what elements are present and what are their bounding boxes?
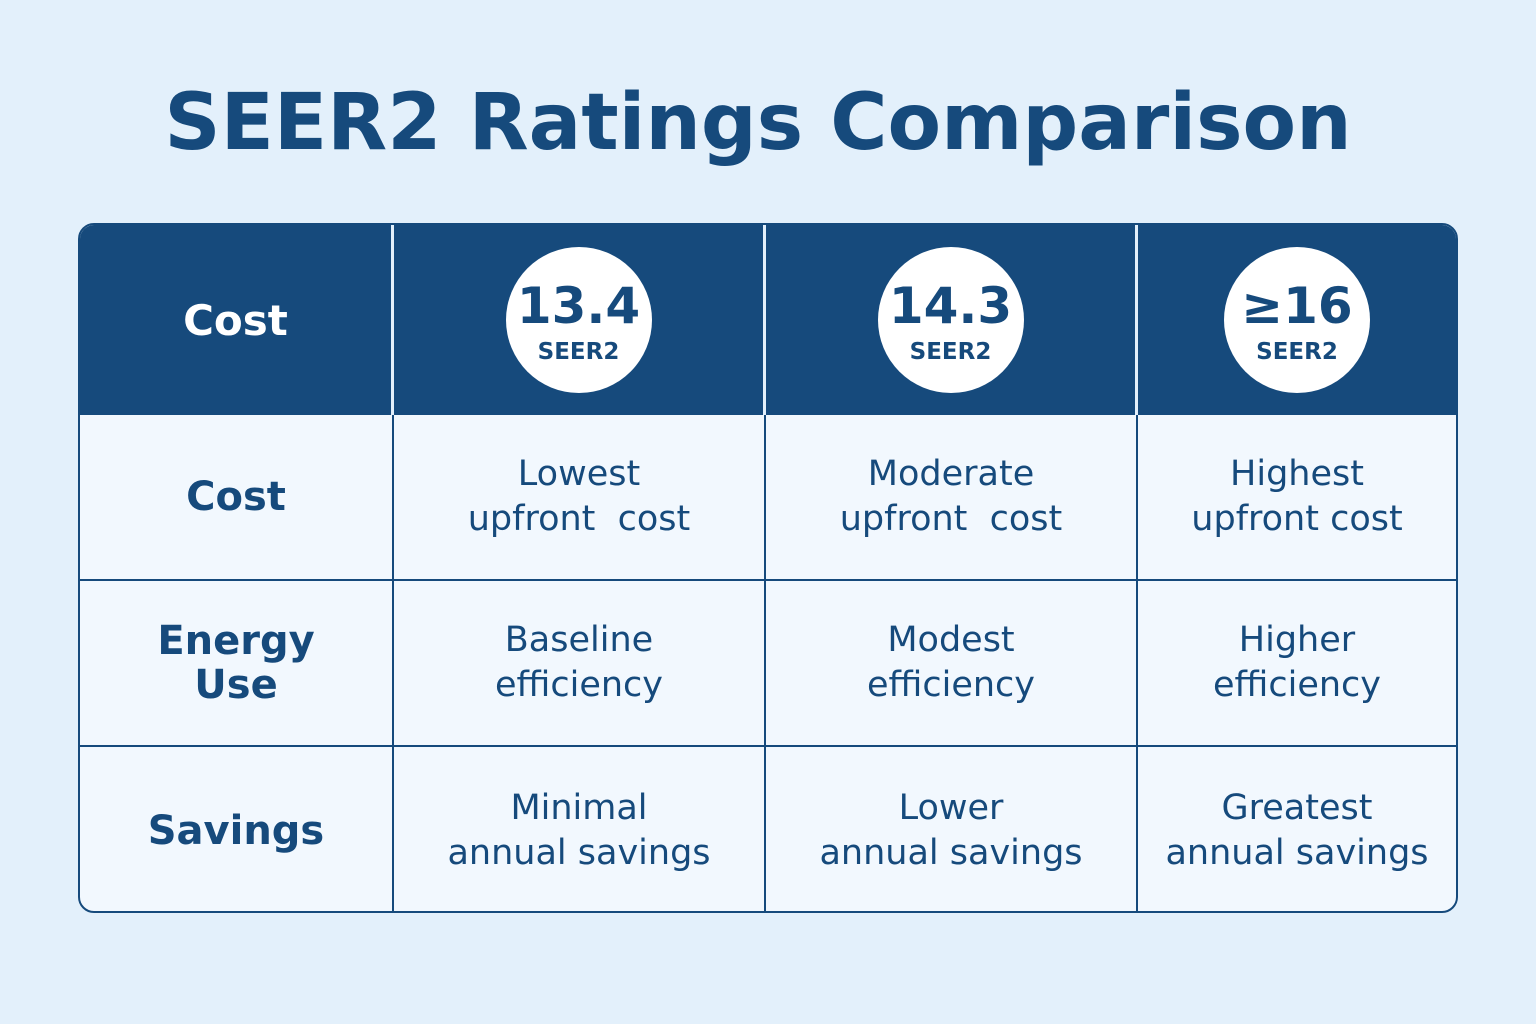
row-label-cell: Cost [80, 415, 394, 581]
rating-value: ≥16 [1241, 276, 1353, 335]
cell-line: Baseline [504, 619, 654, 660]
table-cell: Minimal annual savings [394, 747, 766, 911]
rating-badge: 14.3 SEER2 [877, 247, 1024, 393]
cell-line: Greatest [1221, 787, 1373, 828]
cell-text: Lower annual savings [819, 786, 1082, 877]
cell-line: efficiency [866, 665, 1035, 705]
table-cell: Higher efficiency [1138, 581, 1456, 747]
cell-text: Moderate upfront cost [840, 452, 1063, 543]
table-cell: Baseline efficiency [394, 581, 766, 747]
row-label-savings: Savings [147, 808, 325, 854]
header-corner-label: Cost [183, 295, 288, 345]
cell-line: Lowest [517, 453, 641, 494]
table-cell: Moderate upfront cost [766, 415, 1138, 581]
cell-line: efficiency [494, 665, 663, 705]
cell-line: Highest [1230, 453, 1364, 494]
rating-unit: SEER2 [537, 338, 620, 365]
cell-text: Greatest annual savings [1165, 786, 1428, 877]
cell-line: annual savings [1165, 833, 1429, 873]
cell-line: Higher [1238, 619, 1356, 660]
table-cell: Lowest upfront cost [394, 415, 766, 581]
rating-value: 14.3 [888, 276, 1013, 335]
comparison-table: Cost 13.4 SEER2 14.3 SEER2 ≥16 SEER2 Cos… [78, 223, 1458, 913]
header-rating-cell: 14.3 SEER2 [766, 225, 1138, 415]
table-cell: Greatest annual savings [1138, 747, 1456, 911]
cell-text: Lowest upfront cost [468, 452, 691, 543]
row-label-cell: Energy Use [80, 581, 394, 747]
cell-line: Lower [898, 787, 1004, 828]
cell-text: Baseline efficiency [495, 618, 663, 709]
page-title: SEER2 Ratings Comparison [164, 78, 1352, 168]
row-label-energy-use: Energy Use [157, 618, 315, 708]
cell-text: Highest upfront cost [1191, 452, 1402, 543]
table-cell: Modest efficiency [766, 581, 1138, 747]
cell-line: Minimal [510, 787, 648, 828]
table-cell: Lower annual savings [766, 747, 1138, 911]
cell-text: Minimal annual savings [447, 786, 710, 877]
rating-unit: SEER2 [1256, 338, 1338, 365]
rating-unit: SEER2 [909, 338, 992, 365]
table-cell: Highest upfront cost [1138, 415, 1456, 581]
header-corner-cell: Cost [80, 225, 394, 415]
rating-badge: 13.4 SEER2 [505, 247, 652, 393]
cell-line: upfront cost [467, 499, 691, 539]
cell-line: annual savings [447, 833, 711, 873]
cell-line: Moderate [867, 453, 1035, 494]
cell-line: upfront cost [1191, 499, 1403, 539]
cell-line: efficiency [1212, 665, 1381, 705]
rating-value: 13.4 [516, 276, 641, 335]
rating-badge: ≥16 SEER2 [1224, 247, 1370, 393]
cell-line: Modest [887, 619, 1015, 660]
header-rating-cell: 13.4 SEER2 [394, 225, 766, 415]
row-label-cost: Cost [186, 474, 286, 520]
row-label-cell: Savings [80, 747, 394, 911]
cell-line: upfront cost [839, 499, 1063, 539]
cell-text: Modest efficiency [867, 618, 1035, 709]
cell-line: annual savings [819, 833, 1083, 873]
cell-text: Higher efficiency [1213, 618, 1381, 709]
header-rating-cell: ≥16 SEER2 [1138, 225, 1456, 415]
